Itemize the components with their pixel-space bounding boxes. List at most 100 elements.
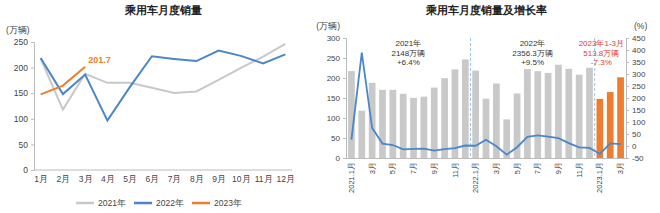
y2-tick: 150 [626,106,646,115]
x-tick-label: 8月 [190,174,204,184]
bar [524,69,531,158]
y2-tick-mark [626,122,629,123]
y-axis-title: (万辆) [6,25,30,35]
x-tick: 11月 [575,162,584,178]
y-tick-label: 0 [336,154,341,163]
x-tick-label: 9月 [430,162,439,174]
y2-tick: 400 [626,46,646,55]
y-axis: 050100150200250300 [327,34,347,163]
x-tick: 5月 [513,162,522,174]
x-tick-label: 3月 [368,162,377,174]
x-tick-label: 1月 [34,174,48,184]
bar [596,99,603,158]
y-tick-label: 300 [327,34,341,43]
axis-line [343,39,347,159]
x-tick-label: 11月 [575,162,584,178]
y2-axis: -50050100150200250300350400450 [626,34,646,163]
x-tick-label: 5月 [388,162,397,174]
y2-tick-label: -50 [632,154,644,163]
x-tick-label: 2023.1月 [595,162,604,193]
y-tick: 100 [327,114,346,123]
x-tick: 9月 [430,162,439,174]
series-line [41,51,286,121]
y-tick: 200 [14,63,34,73]
axis-line [34,170,292,171]
annotation-text: +6.4% [397,58,420,67]
chart-canvas: 乘用车月度销量(万辆)0501001502002501月2月3月4月5月6月7月… [0,0,660,213]
bar [555,65,562,158]
y2-tick-label: 200 [632,94,646,103]
x-axis: 2021.1月3月5月7月9月11月2022.1月3月5月7月9月11月2023… [347,159,627,193]
y2-tick: 0 [626,142,637,151]
y2-tick-label: 350 [632,58,646,67]
annotation-text: 513.8万辆 [583,49,619,58]
legend-item: 2022年 [134,198,184,208]
plot-area [41,44,286,121]
x-tick: 3月 [368,162,377,174]
bar [369,83,376,158]
y-axis-title: (万辆) [316,21,340,31]
y2-tick-mark [626,134,629,135]
y-tick-mark [343,58,346,59]
x-tick: 3月 [492,162,501,174]
y2-tick-mark [626,98,629,99]
y2-tick-mark [626,74,629,75]
y-tick-mark [31,170,34,171]
y2-tick: 350 [626,58,646,67]
x-tick-label: 3月 [616,162,625,174]
y2-tick-label: 0 [632,142,637,151]
x-tick-label: 7月 [409,162,418,174]
x-tick: 7月 [168,174,182,184]
x-tick: 12月 [277,174,295,184]
legend: 2021年 2022年 2023年 [76,198,242,208]
y2-tick-mark [626,50,629,51]
y-tick: 0 [336,154,346,163]
y2-tick-mark [626,86,629,87]
x-tick-label: 7月 [168,174,182,184]
annotation-text: 2023年1-3月 [579,39,624,48]
series-line [41,44,286,110]
annotation: 2023年1-3月513.8万辆-7.3% [579,39,624,67]
y-tick: 50 [19,140,34,150]
y2-tick: 50 [626,130,641,139]
y2-tick: 200 [626,94,646,103]
x-tick: 2023.1月 [595,162,604,193]
y-tick-label: 200 [327,74,341,83]
axis-line [347,158,627,159]
x-tick-label: 7月 [533,162,542,174]
x-tick-label: 6月 [146,174,160,184]
x-tick-label: 9月 [554,162,563,174]
x-tick-label: 11月 [255,174,273,184]
axis-line [627,39,630,159]
y2-tick: 250 [626,82,646,91]
y-tick-label: 250 [327,54,341,63]
x-tick: 3月 [616,162,625,174]
chart-title: 乘用车月度销量及增长率 [425,4,547,16]
y-tick: 250 [14,37,34,47]
y2-tick-label: 100 [632,118,646,127]
annotation: 2022年2356.3万辆+9.5% [512,39,552,67]
y2-tick-label: 400 [632,46,646,55]
annotation-text: 2356.3万辆 [512,49,552,58]
bar [452,69,459,158]
legend-label: 2021年 [98,198,126,208]
bar [379,90,386,158]
legend-item: 2023年 [192,198,242,208]
x-tick-label: 4月 [101,174,115,184]
y-tick: 100 [14,114,34,124]
y-tick: 250 [327,54,346,63]
series-line [351,53,620,155]
year-separator [470,38,471,158]
y-tick-label: 200 [14,63,28,73]
legend-swatch [192,202,210,205]
legend-label: 2023年 [214,198,242,208]
y-tick-mark [343,158,346,159]
x-tick: 6月 [146,174,160,184]
x-tick: 2022.1月 [471,162,480,193]
y-tick-mark [343,78,346,79]
annotation-text: -7.3% [591,58,612,67]
y-tick-mark [343,118,346,119]
bar [441,78,448,158]
y2-tick-mark [626,62,629,63]
bar [545,73,552,158]
